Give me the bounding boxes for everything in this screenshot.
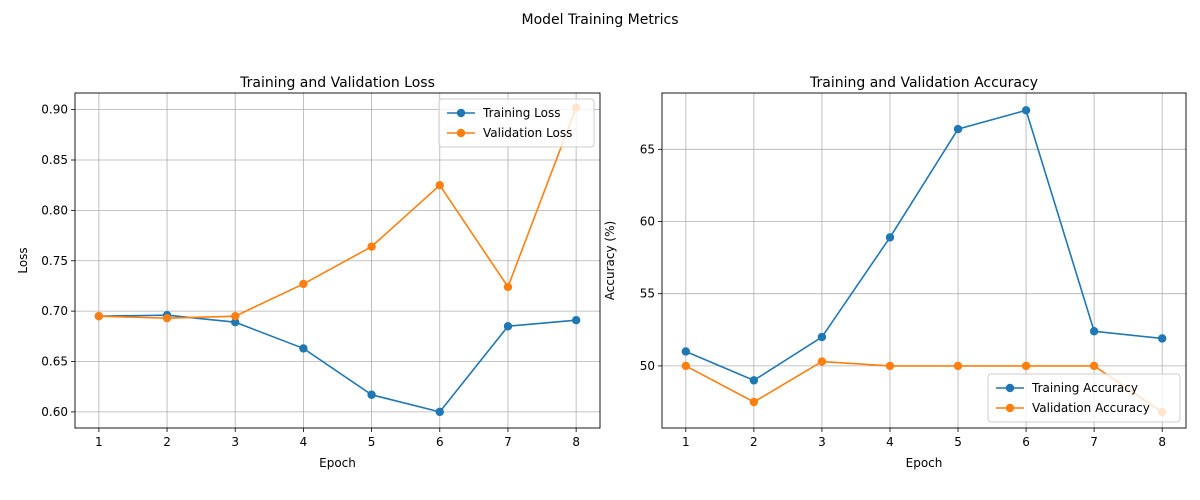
data-point [681,347,691,356]
x-tick-label: 7 [1090,435,1098,449]
data-point [953,361,963,371]
legend-marker [1005,403,1015,413]
data-point [94,311,104,321]
data-point [817,357,827,366]
data-point [885,361,895,371]
data-point [231,318,240,327]
y-tick-label: 0.75 [41,254,68,268]
x-tick-label: 6 [436,435,444,449]
x-tick-label: 1 [95,435,103,449]
x-tick-label: 1 [682,435,690,449]
data-point [681,361,691,371]
figure-suptitle: Model Training Metrics [522,12,679,28]
x-tick-label: 5 [954,435,962,449]
x-tick-label: 6 [1022,435,1030,449]
legend-box [987,373,1181,423]
y-tick-label: 0.60 [41,405,68,419]
x-tick-label: 4 [300,435,308,449]
y-tick-label: 60 [640,215,655,229]
legend-marker [1005,383,1015,393]
data-point [367,242,376,251]
data-point [817,332,827,342]
y-tick-label: 0.65 [41,355,68,369]
legend-marker [456,108,466,118]
legend: Training Loss Validation Loss [438,98,595,148]
data-point [503,322,513,331]
series-line [685,109,1163,382]
y-tick-label: 50 [640,359,655,373]
x-tick-label: 4 [886,435,894,449]
x-tick-label: 7 [504,435,512,449]
chart-title: Training and Validation Accuracy [809,75,1038,91]
accuracy-chart: Training and Validation Accuracy 1 2 3 4 5 6 7 8… [603,75,1187,470]
legend-label: Training Loss [482,106,560,120]
data-point [299,279,308,289]
series-line [98,107,577,319]
chart-title: Training and Validation Loss [239,75,435,91]
data-point [1021,106,1031,115]
data-point [1089,327,1099,336]
x-axis-label: Epoch [906,456,943,470]
data-point [571,315,581,325]
legend-box [438,98,595,148]
data-point [749,376,759,385]
data-point [749,397,759,407]
x-tick-label: 2 [163,435,171,449]
data-point [231,311,240,321]
y-tick-label: 0.70 [41,304,68,318]
y-tick-label: 55 [640,287,655,301]
loss-chart: Training and Validation Loss 1 2 3 4 5 6 7 8 0.60… [16,75,601,470]
legend-label: Validation Loss [483,126,572,140]
x-tick-label: 3 [231,435,239,449]
y-tick-label: 0.85 [41,153,68,167]
x-tick-label: 3 [818,435,826,449]
data-point [1021,361,1031,371]
data-point [435,180,444,190]
data-point [435,407,444,417]
data-point [162,313,172,323]
data-point [1157,334,1167,343]
data-point [367,390,376,399]
y-tick-label: 0.80 [41,203,68,217]
plot-frame [661,92,1187,429]
plot-frame [74,92,601,429]
series-line [98,314,577,413]
y-axis-label: Loss [16,247,30,273]
x-tick-label: 2 [750,435,758,449]
data-point [953,124,963,134]
y-tick-label: 0.90 [41,103,68,117]
legend: Training Accuracy Validation Accuracy [987,373,1181,423]
data-point [885,233,895,242]
data-point [1089,361,1099,371]
y-axis-label: Accuracy (%) [603,221,617,300]
y-tick-label: 65 [640,142,655,156]
legend-marker [456,128,466,138]
data-point [503,282,513,292]
x-tick-label: 8 [1158,435,1166,449]
x-tick-label: 5 [368,435,376,449]
x-axis-label: Epoch [319,456,356,470]
series-line [685,360,1163,413]
legend-label: Training Accuracy [1031,381,1138,395]
legend-label: Validation Accuracy [1032,401,1150,415]
x-tick-label: 8 [572,435,580,449]
data-point [299,344,308,353]
